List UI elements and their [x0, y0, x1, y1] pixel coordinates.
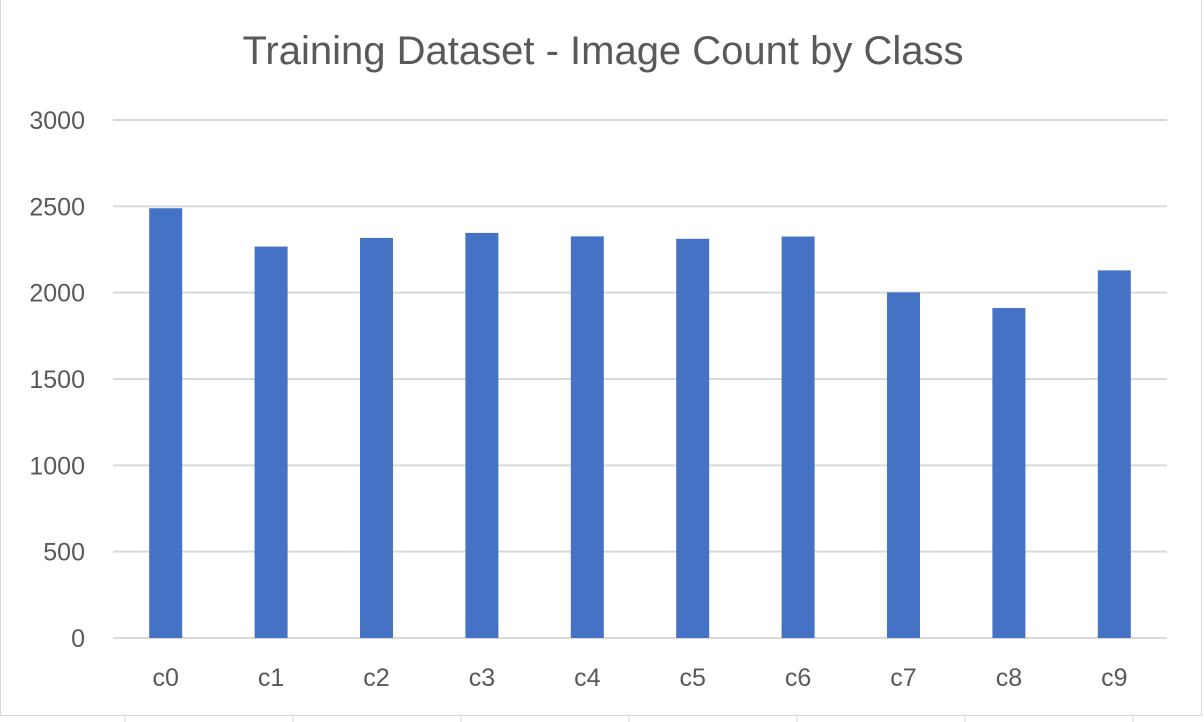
bar-c8 [992, 308, 1026, 638]
bar-c5 [676, 238, 710, 638]
y-tick-label: 2500 [29, 193, 85, 221]
y-tick-label: 1500 [29, 366, 85, 394]
y-tick-label: 0 [71, 625, 85, 653]
bar-c0 [149, 208, 183, 638]
y-tick-label: 500 [43, 539, 85, 567]
x-tick-label: c2 [363, 664, 389, 692]
x-tick-label: c8 [996, 664, 1022, 692]
bar-c6 [781, 236, 815, 639]
bar-c7 [887, 292, 920, 638]
chart-title: Training Dataset - Image Count by Class [242, 29, 963, 73]
y-axis-tick-labels: 0 500 1000 1500 2000 2500 3000 [29, 107, 85, 653]
bar-c1 [254, 246, 288, 638]
y-tick-label: 2000 [29, 280, 85, 308]
bar-c9 [1097, 270, 1131, 638]
y-tick-label: 3000 [29, 107, 85, 135]
bottom-tick-marks [124, 714, 1134, 722]
bars [149, 208, 1131, 639]
bar-c3 [465, 232, 499, 638]
x-tick-label: c3 [469, 664, 495, 692]
x-tick-label: c0 [152, 664, 178, 692]
y-tick-label: 1000 [29, 452, 85, 480]
bar-c4 [570, 236, 604, 639]
x-axis-tick-labels: c0 c1 c2 c3 c4 c5 c6 c7 c8 c9 [152, 664, 1127, 692]
gridlines [113, 119, 1167, 639]
x-tick-label: c5 [679, 664, 705, 692]
x-tick-label: c9 [1101, 664, 1127, 692]
x-tick-label: c6 [785, 664, 811, 692]
x-tick-label: c4 [574, 664, 601, 692]
bar-c2 [360, 237, 393, 638]
x-tick-label: c7 [890, 664, 916, 692]
x-tick-label: c1 [258, 664, 284, 692]
